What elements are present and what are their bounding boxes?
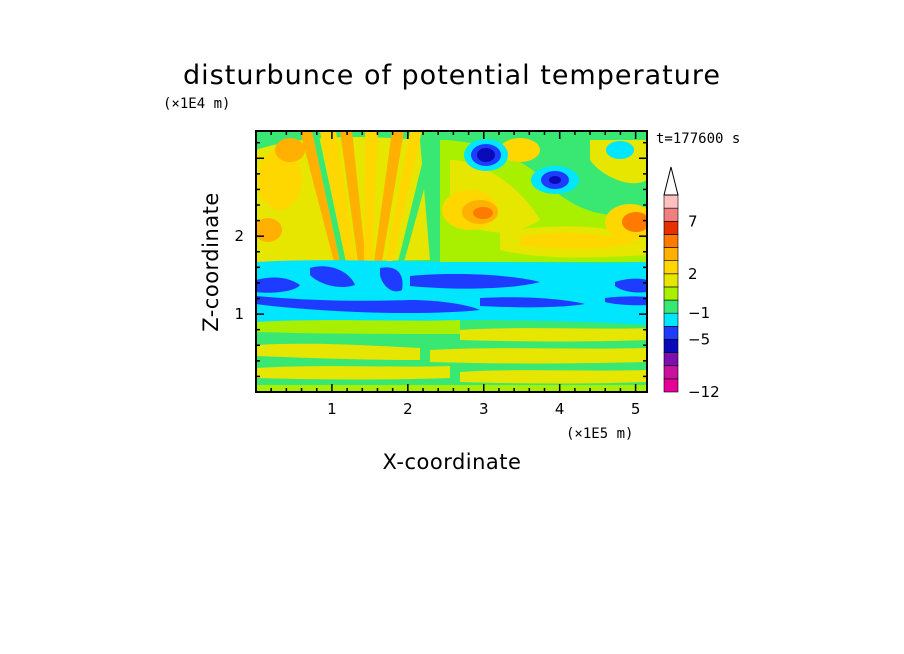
colorbar-tick-label: −5: [688, 330, 710, 348]
x-tick-label: 3: [479, 400, 489, 418]
colorbar-swatch: [663, 312, 679, 327]
x-axis-ticks: 1 2 3 4 5: [270, 131, 641, 418]
colorbar-swatch: [663, 365, 679, 380]
contour-field: [256, 131, 647, 392]
x-tick-label: 2: [403, 400, 413, 418]
colorbar-swatch: [663, 339, 679, 353]
x-tick-label: 1: [327, 400, 337, 418]
x-tick-label: 5: [631, 400, 641, 418]
y-axis-ticks: 12: [234, 141, 647, 378]
colorbar-swatch: [663, 326, 679, 340]
colorbar-swatch: [663, 220, 679, 235]
colorbar-swatch: [663, 352, 679, 367]
colorbar-swatch: [663, 286, 679, 301]
x-tick-label: 4: [555, 400, 565, 418]
colorbar-tick-label: 2: [688, 265, 698, 283]
colorbar-tick-label: −1: [688, 304, 710, 322]
colorbar-swatch: [663, 234, 679, 248]
y-tick-label: 1: [234, 305, 244, 323]
colorbar: 7 2 −1 −5 −12: [663, 166, 720, 401]
colorbar-swatch: [663, 378, 679, 393]
colorbar-tick-label: 7: [688, 212, 698, 230]
chart-title: disturbunce of potential temperature: [183, 60, 721, 91]
colorbar-swatch: [663, 207, 679, 222]
x-axis-label: X-coordinate: [383, 450, 522, 474]
y-unit-label: (×1E4 m): [163, 96, 230, 112]
colorbar-swatch: [663, 273, 679, 288]
colorbar-swatch: [663, 299, 679, 314]
colorbar-swatch: [663, 247, 679, 261]
wave-striations: [300, 131, 440, 262]
colorbar-extend-arrow: [663, 166, 679, 196]
y-tick-label: 2: [234, 227, 244, 245]
colorbar-swatch: [663, 194, 679, 209]
time-label: t=177600 s: [656, 131, 740, 147]
colorbar-tick-label: −12: [688, 383, 720, 401]
x-unit-label: (×1E5 m): [566, 426, 633, 442]
y-axis-label: Z-coordinate: [199, 192, 223, 332]
plot-frame: [255, 130, 648, 393]
colorbar-swatch: [663, 260, 679, 275]
